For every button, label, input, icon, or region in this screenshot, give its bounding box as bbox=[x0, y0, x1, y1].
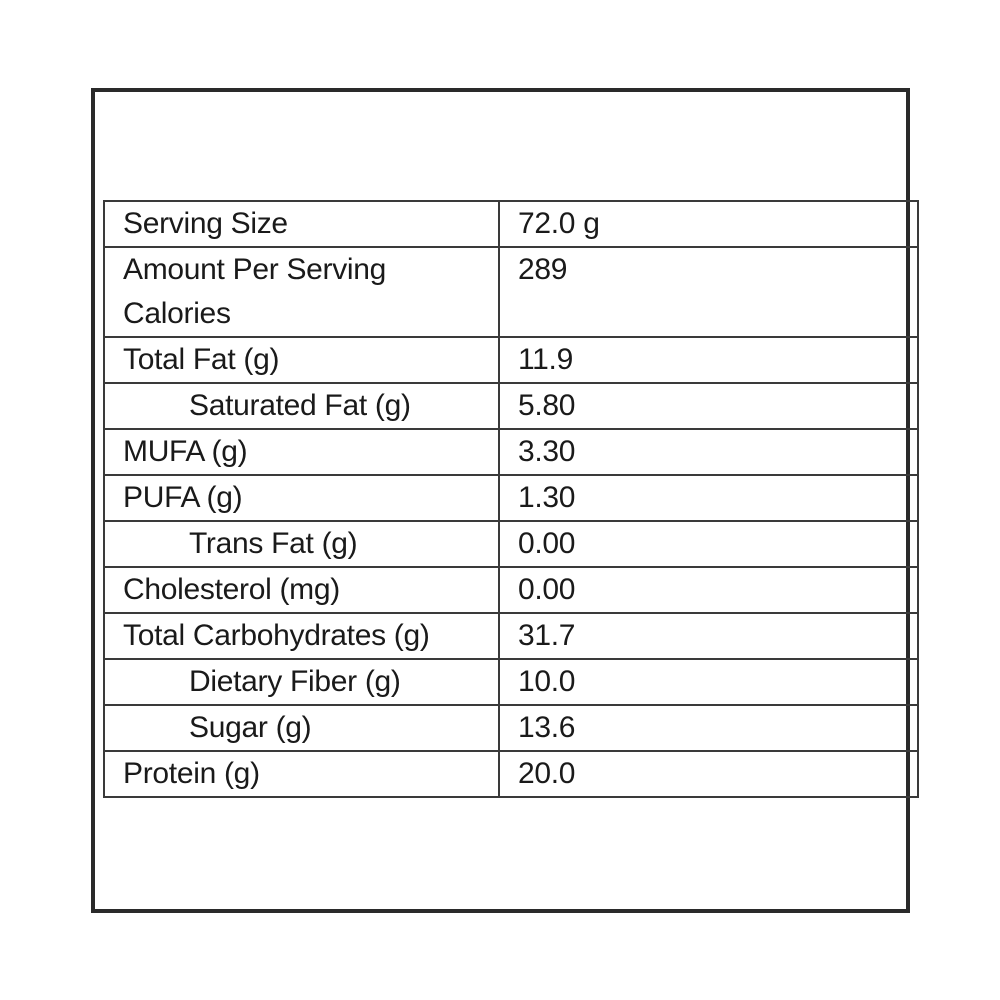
nutrient-label: PUFA (g) bbox=[103, 474, 500, 522]
nutrient-value: 31.7 bbox=[498, 612, 919, 660]
nutrient-label: MUFA (g) bbox=[103, 428, 500, 476]
nutrient-value: 1.30 bbox=[498, 474, 919, 522]
nutrient-label-line: Calories bbox=[123, 297, 231, 330]
nutrient-value: 3.30 bbox=[498, 428, 919, 476]
nutrient-label-line: Amount Per Serving bbox=[123, 253, 387, 286]
nutrient-value: 13.6 bbox=[498, 704, 919, 752]
nutrient-label: Trans Fat (g) bbox=[103, 520, 500, 568]
table-row: Cholesterol (mg) 0.00 bbox=[103, 566, 919, 614]
nutrient-value: 11.9 bbox=[498, 336, 919, 384]
nutrient-label: Cholesterol (mg) bbox=[103, 566, 500, 614]
nutrient-value: 0.00 bbox=[498, 520, 919, 568]
nutrition-facts-table: Serving Size 72.0 g Amount Per Serving C… bbox=[103, 200, 919, 798]
nutrient-label: Saturated Fat (g) bbox=[103, 382, 500, 430]
table-row: Protein (g) 20.0 bbox=[103, 750, 919, 798]
table-row: Serving Size 72.0 g bbox=[103, 200, 919, 248]
table-row: Dietary Fiber (g) 10.0 bbox=[103, 658, 919, 706]
nutrient-value: 10.0 bbox=[498, 658, 919, 706]
nutrient-label: Dietary Fiber (g) bbox=[103, 658, 500, 706]
table-row: MUFA (g) 3.30 bbox=[103, 428, 919, 476]
nutrient-label: Serving Size bbox=[103, 200, 500, 248]
nutrient-value: 72.0 g bbox=[498, 200, 919, 248]
nutrient-value: 0.00 bbox=[498, 566, 919, 614]
nutrient-value: 289 bbox=[498, 246, 919, 338]
table-row: Total Fat (g) 11.9 bbox=[103, 336, 919, 384]
table-row: Saturated Fat (g) 5.80 bbox=[103, 382, 919, 430]
nutrient-label: Protein (g) bbox=[103, 750, 500, 798]
nutrient-value: 20.0 bbox=[498, 750, 919, 798]
nutrient-label: Total Fat (g) bbox=[103, 336, 500, 384]
nutrient-label: Sugar (g) bbox=[103, 704, 500, 752]
table-row: PUFA (g) 1.30 bbox=[103, 474, 919, 522]
nutrient-label: Amount Per Serving Calories bbox=[103, 246, 500, 338]
nutrient-value: 5.80 bbox=[498, 382, 919, 430]
table-row: Total Carbohydrates (g) 31.7 bbox=[103, 612, 919, 660]
table-row: Sugar (g) 13.6 bbox=[103, 704, 919, 752]
table-row: Amount Per Serving Calories 289 bbox=[103, 246, 919, 338]
table-row: Trans Fat (g) 0.00 bbox=[103, 520, 919, 568]
nutrient-label: Total Carbohydrates (g) bbox=[103, 612, 500, 660]
